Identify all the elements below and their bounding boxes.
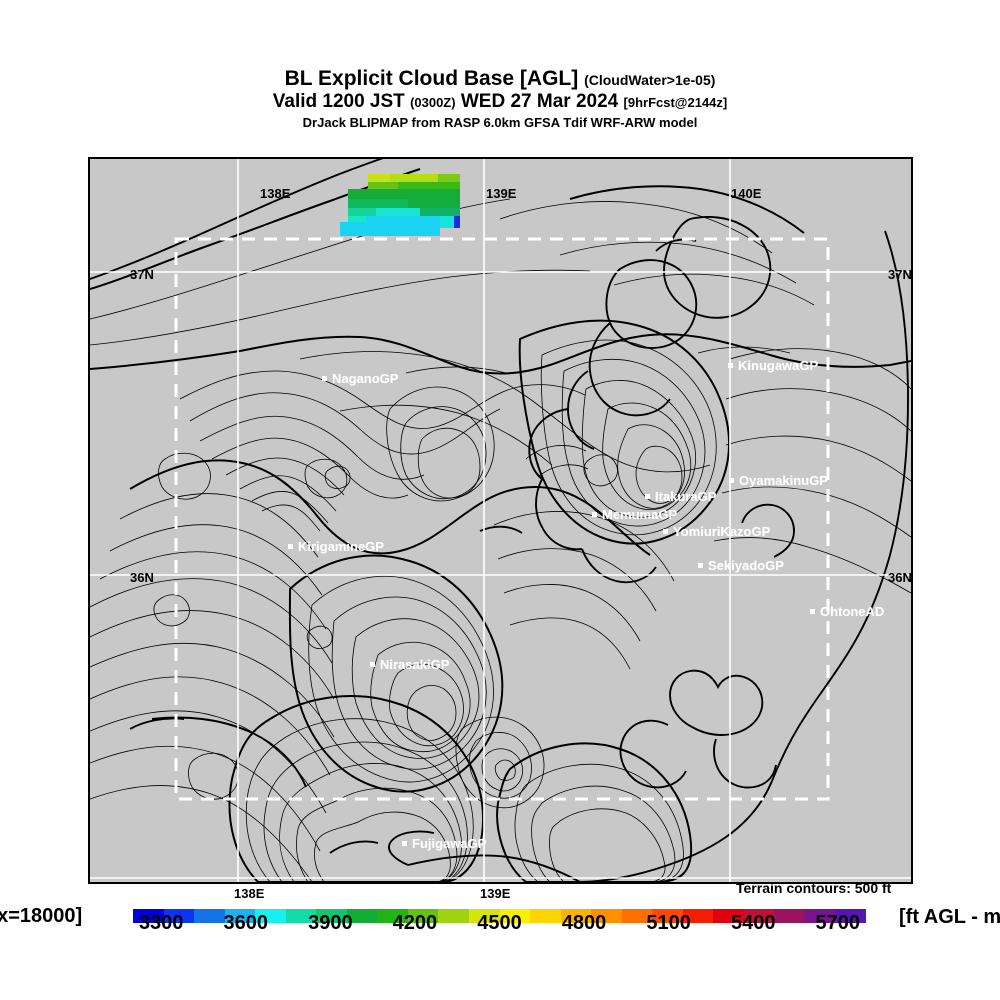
coastline <box>90 159 909 882</box>
colorbar-segment <box>224 909 256 923</box>
station-dot-icon <box>729 478 734 483</box>
station-marker-layer: NaganoGP KinugawaGP OyamakinuGP ItakuraGP Me… <box>90 159 911 882</box>
station-marker-nirasakigp[interactable]: NirasakiGP <box>370 657 449 672</box>
valid-utc-time: (0300Z) <box>410 95 456 110</box>
colorbar-tick: 5400 <box>730 912 776 934</box>
station-label: ItakuraGP <box>655 489 717 504</box>
station-marker-oyamakinugp[interactable]: OyamakinuGP <box>729 473 828 488</box>
station-dot-icon <box>592 512 597 517</box>
colorbar-segment <box>774 909 806 923</box>
colorbar-segment <box>743 909 775 923</box>
colorbar-tick-labels: 3300 3600 3900 4200 4500 4800 5100 5400 5700 <box>0 912 1000 942</box>
colorbar-segment <box>621 909 653 923</box>
station-marker-yomiurikazogp[interactable]: YomiuriKazoGP <box>663 524 770 539</box>
station-label: OyamakinuGP <box>739 473 828 488</box>
colorbar-tick: 4800 <box>561 912 607 934</box>
station-dot-icon <box>810 609 815 614</box>
station-label: SekiyadoGP <box>708 558 784 573</box>
station-dot-icon <box>645 494 650 499</box>
colorbar-segment <box>652 909 683 923</box>
colorbar-segment <box>377 909 408 923</box>
colorbar-tick: 5100 <box>646 912 691 934</box>
colorbar-segment <box>835 909 867 923</box>
lon-label-bottom: 138E <box>234 886 265 901</box>
station-label: FujigawaGP <box>412 836 487 851</box>
lat-lon-gridlines <box>90 159 911 882</box>
colorbar-segment <box>682 909 714 923</box>
map-canvas <box>90 159 911 882</box>
colorbar-segment <box>591 909 622 923</box>
chart-title-main: BL Explicit Cloud Base [AGL] <box>284 67 579 90</box>
station-dot-icon <box>698 563 703 568</box>
colorbar-tick: 4200 <box>392 912 438 934</box>
colorbar-right-text: [ft AGL - m <box>899 906 1000 928</box>
lon-label-bottom: 139E <box>480 886 511 901</box>
station-dot-icon <box>402 841 407 846</box>
colorbar-segment <box>133 909 164 923</box>
forecast-map[interactable]: NaganoGP KinugawaGP OyamakinuGP ItakuraGP Me… <box>88 157 913 884</box>
colorbar-left-text: ax=18000] <box>0 905 83 927</box>
station-marker-naganogp[interactable]: NaganoGP <box>322 371 398 386</box>
colorbar-segment <box>346 909 378 923</box>
station-dot-icon <box>288 544 293 549</box>
station-label: YomiuriKazoGP <box>673 524 771 539</box>
colorbar-segment <box>469 909 500 923</box>
colorbar-segment <box>805 909 836 923</box>
colorbar-segment <box>255 909 286 923</box>
colorbar-tick: 4500 <box>477 912 522 934</box>
station-marker-itakuragp[interactable]: ItakuraGP <box>645 489 716 504</box>
colorbar-segment <box>163 909 195 923</box>
station-dot-icon <box>663 529 668 534</box>
terrain-contour-note: Terrain contours: 500 ft <box>736 880 892 896</box>
colorbar-segment <box>713 909 744 923</box>
colorbar-segment <box>530 909 561 923</box>
colorbar-segment <box>194 909 225 923</box>
chart-title-suffix: (CloudWater>1e-05) <box>584 72 716 88</box>
terrain-contours <box>90 168 911 882</box>
station-marker-fujigawagp[interactable]: FujigawaGP <box>402 836 486 851</box>
colorbar-segment <box>407 909 439 923</box>
station-label: OhtoneAD <box>820 604 885 619</box>
inner-domain-boundary <box>174 237 830 801</box>
colorbar-segment <box>499 909 531 923</box>
valid-local-time: Valid 1200 JST <box>272 91 405 112</box>
colorbar-segment <box>438 909 470 923</box>
colorbar-tick: 3300 <box>138 912 184 934</box>
station-marker-sekiyadogp[interactable]: SekiyadoGP <box>698 558 784 573</box>
station-label: NirasakiGP <box>380 657 450 672</box>
station-marker-kirigaminegp[interactable]: KirigamineGP <box>288 539 384 554</box>
model-source-line: DrJack BLIPMAP from RASP 6.0km GFSA Tdif… <box>302 115 698 130</box>
valid-date: WED 27 Mar 2024 <box>460 91 619 112</box>
title-block: BL Explicit Cloud Base [AGL] (CloudWater… <box>0 68 1000 132</box>
chart-title: BL Explicit Cloud Base [AGL] (CloudWater… <box>0 68 1000 91</box>
station-marker-memumagp[interactable]: MemumaGP <box>592 507 677 522</box>
colorbar-tick: 3900 <box>308 912 353 934</box>
station-label: NaganoGP <box>332 371 399 386</box>
station-label: MemumaGP <box>602 507 678 522</box>
valid-time-line: Valid 1200 JST (0300Z) WED 27 Mar 2024 [… <box>0 91 1000 114</box>
colorbar-tick: 5700 <box>815 912 861 934</box>
station-dot-icon <box>370 662 375 667</box>
colorbar[interactable] <box>133 909 867 923</box>
colorbar-segment <box>285 909 317 923</box>
colorbar-segment <box>560 909 592 923</box>
colorbar-tick: 3600 <box>223 912 269 934</box>
station-marker-kinugawagp[interactable]: KinugawaGP <box>728 358 818 373</box>
colorbar-segment <box>316 909 347 923</box>
station-label: KirigamineGP <box>298 539 384 554</box>
station-dot-icon <box>728 363 733 368</box>
forecast-tag: [9hrFcst@2144z] <box>623 95 728 110</box>
station-marker-ohtonead[interactable]: OhtoneAD <box>810 604 884 619</box>
station-dot-icon <box>322 376 327 381</box>
station-label: KinugawaGP <box>738 358 819 373</box>
